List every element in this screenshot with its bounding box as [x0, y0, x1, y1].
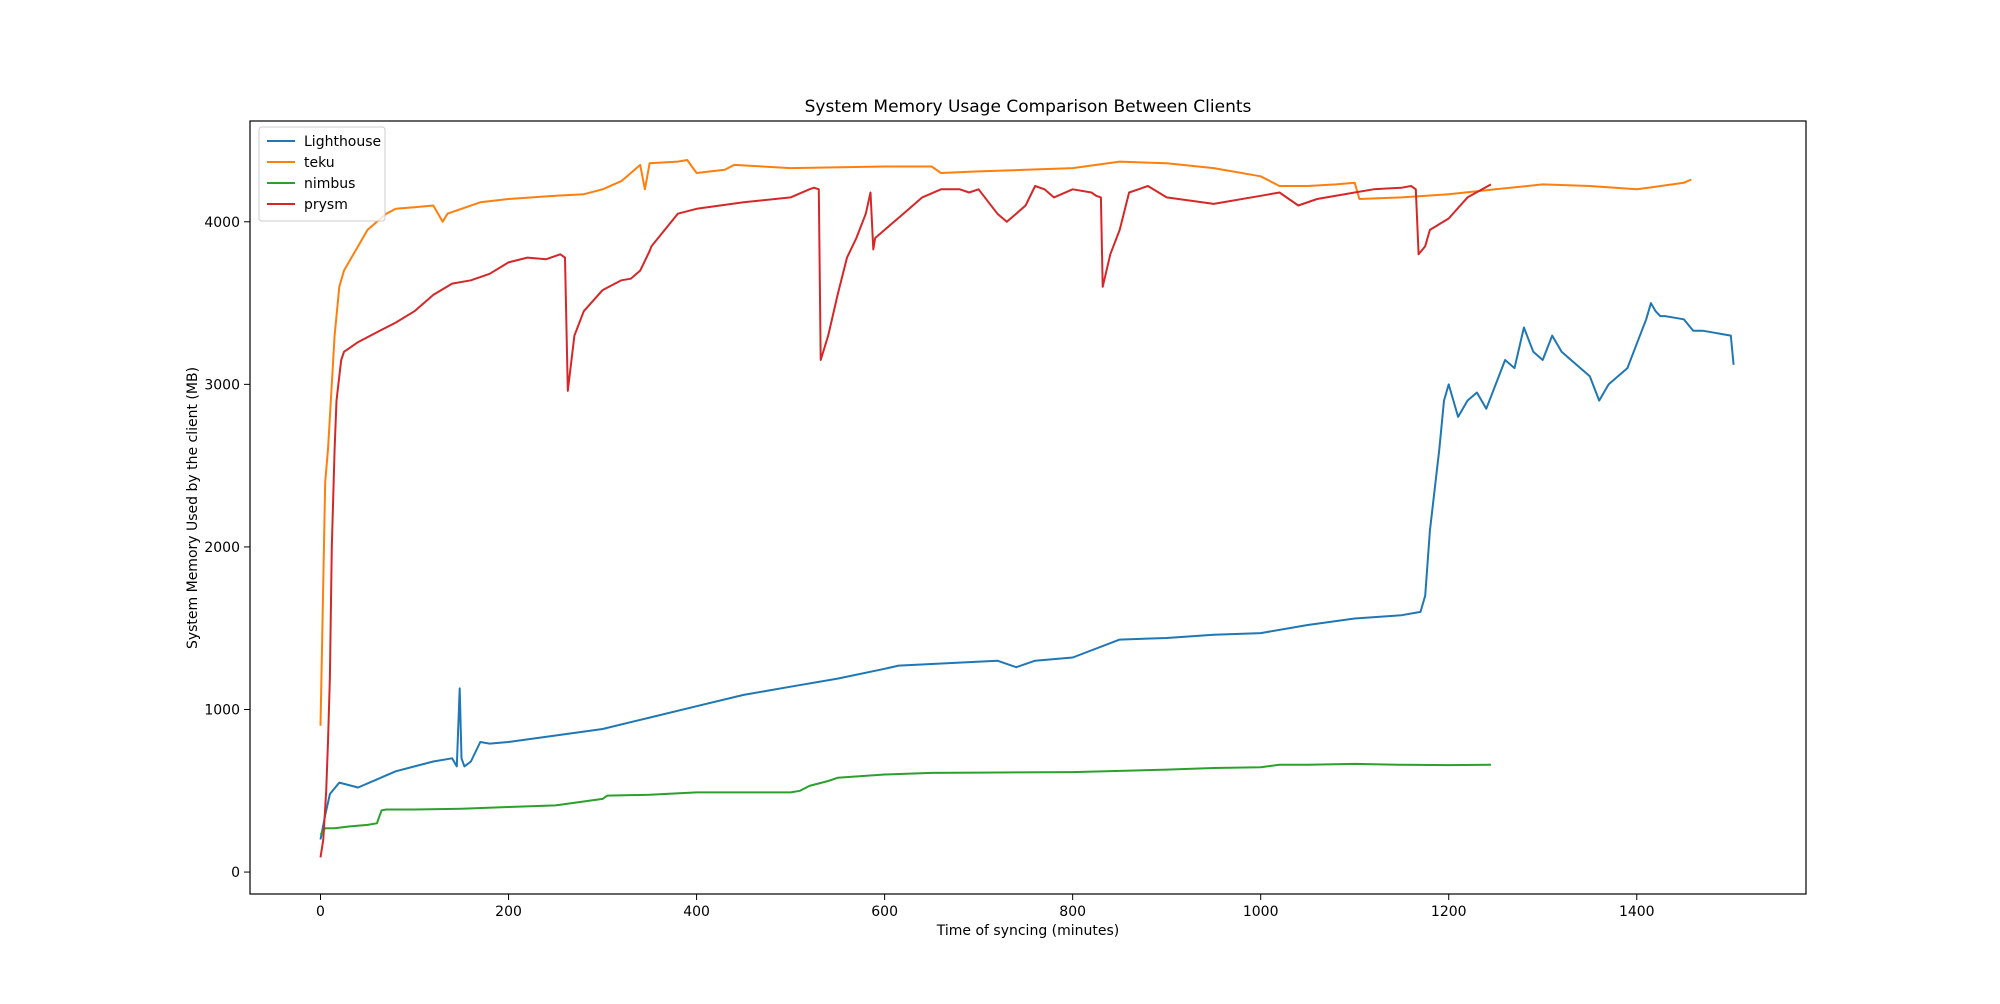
y-tick-label: 1000: [204, 702, 240, 718]
legend-label-teku: teku: [304, 155, 335, 171]
series-line-nimbus: [319, 762, 1492, 836]
x-axis-label: Time of syncing (minutes): [936, 923, 1120, 939]
y-axis: 0 1000 2000 3000 4000: [204, 215, 250, 881]
x-tick-label: 800: [1059, 904, 1086, 920]
chart-title: System Memory Usage Comparison Between C…: [805, 97, 1252, 117]
plot-area: [319, 159, 1735, 858]
y-axis-label: System Memory Used by the client (MB): [185, 367, 201, 649]
x-tick-label: 600: [871, 904, 898, 920]
x-tick-label: 1200: [1431, 904, 1467, 920]
x-tick-label: 1000: [1243, 904, 1279, 920]
legend-box: [258, 126, 386, 222]
x-tick-label: 200: [495, 904, 522, 920]
legend-label-nimbus: nimbus: [304, 176, 355, 192]
plot-frame: [249, 120, 1807, 895]
y-tick-label: 0: [231, 865, 240, 881]
series-line-teku: [319, 159, 1692, 726]
series-line-lighthouse: [319, 302, 1735, 840]
x-tick-label: 1400: [1619, 904, 1655, 920]
y-tick-label: 2000: [204, 540, 240, 556]
legend: Lighthouse teku nimbus prysm: [258, 126, 386, 222]
series-line-prysm: [319, 183, 1492, 858]
x-axis: 0 200 400 600 800 1000 1200 1400: [316, 894, 1655, 920]
x-tick-label: 0: [316, 904, 325, 920]
y-tick-label: 4000: [204, 215, 240, 231]
y-tick-label: 3000: [204, 377, 240, 393]
legend-label-prysm: prysm: [304, 197, 348, 213]
x-tick-label: 400: [683, 904, 710, 920]
legend-label-lighthouse: Lighthouse: [304, 134, 381, 150]
